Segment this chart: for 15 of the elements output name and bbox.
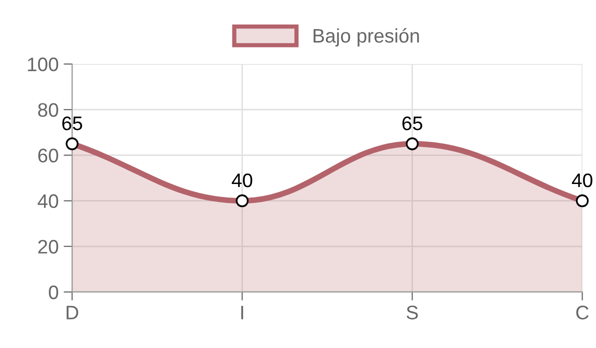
data-label: 40: [232, 173, 252, 188]
data-label: 65: [62, 116, 82, 130]
data-label: 65: [402, 116, 422, 130]
y-tick-label: 100: [28, 58, 58, 72]
y-tick-label: 40: [38, 194, 58, 208]
data-label: 40: [572, 173, 592, 188]
x-tick-label: I: [241, 306, 244, 320]
x-tick-label: D: [66, 306, 78, 320]
x-tick-label: C: [576, 306, 589, 320]
y-tick-label: 0: [48, 285, 58, 300]
legend-label: Bajo presión: [314, 28, 419, 47]
y-tick-label: 80: [38, 103, 58, 117]
y-tick-label: 60: [38, 148, 58, 162]
x-tick-label: S: [406, 306, 418, 320]
y-tick-label: 20: [38, 240, 58, 254]
